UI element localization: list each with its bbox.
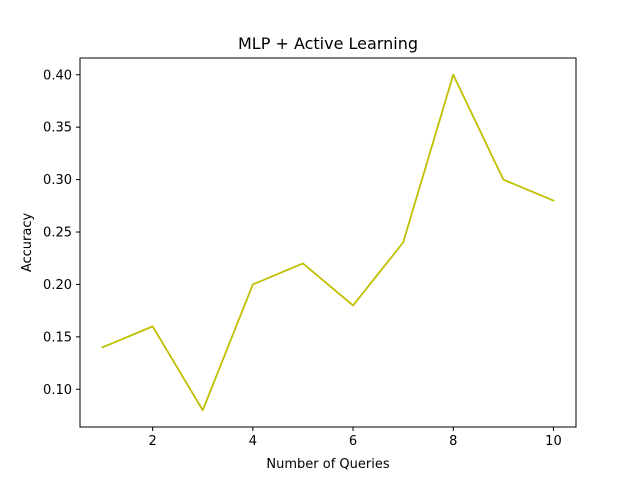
y-axis-label: Accuracy bbox=[20, 213, 35, 273]
plot-area: 2 4 6 8 10 0.10 0.15 0.20 0.25 0.30 0.35 0.40 bbox=[43, 57, 577, 449]
y-tick-label: 0.10 bbox=[43, 383, 72, 398]
series-line bbox=[101, 73, 555, 412]
y-tick-label: 0.20 bbox=[43, 278, 72, 293]
chart-title: MLP + Active Learning bbox=[238, 34, 418, 53]
y-tick-label: 0.35 bbox=[43, 121, 72, 136]
x-tick-label: 8 bbox=[449, 434, 457, 449]
axes-frame bbox=[79, 57, 577, 428]
y-tick-label: 0.25 bbox=[43, 226, 72, 241]
x-tick-label: 2 bbox=[149, 434, 157, 449]
x-tick-label: 4 bbox=[249, 434, 257, 449]
y-tick-label: 0.40 bbox=[43, 68, 72, 83]
y-tick-label: 0.30 bbox=[43, 173, 72, 188]
x-tick-label: 6 bbox=[349, 434, 357, 449]
y-tick-label: 0.15 bbox=[43, 330, 72, 345]
x-axis-label: Number of Queries bbox=[266, 457, 389, 472]
x-tick-label: 10 bbox=[545, 434, 562, 449]
